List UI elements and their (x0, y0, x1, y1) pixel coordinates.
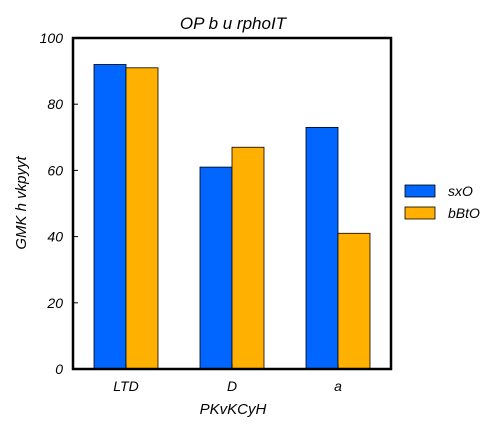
x-tick-label: LTD (113, 378, 138, 394)
legend-label-sxO: sxO (448, 183, 473, 199)
bar-sxO-D (199, 166, 233, 370)
legend: sxO bBtO (404, 183, 480, 221)
bar-bBtO-a (337, 232, 371, 370)
bars-layer (93, 64, 371, 370)
legend-swatch-sxO (404, 184, 436, 198)
y-tick-label: 0 (55, 361, 63, 377)
bar-sxO-LTD (93, 64, 127, 370)
y-tick-label: 60 (47, 162, 63, 178)
y-axis-label: GMK h vkpyyt (13, 155, 30, 249)
x-tick-label: D (227, 378, 237, 394)
legend-swatch-bBtO (404, 206, 436, 220)
y-tick-label: 100 (40, 30, 64, 46)
plot-area-frame (71, 36, 393, 371)
x-tick-label: a (334, 378, 342, 394)
x-axis-label: PKvKCyH (200, 401, 267, 418)
bar-bBtO-D (231, 146, 265, 370)
bar-sxO-a (305, 126, 339, 370)
y-tick-label: 20 (46, 295, 63, 311)
chart-title: OP b u rphoIT (180, 14, 288, 33)
y-tick-label: 80 (47, 96, 63, 112)
legend-label-bBtO: bBtO (448, 205, 480, 221)
y-tick-label: 40 (47, 229, 63, 245)
bar-bBtO-LTD (125, 67, 159, 370)
